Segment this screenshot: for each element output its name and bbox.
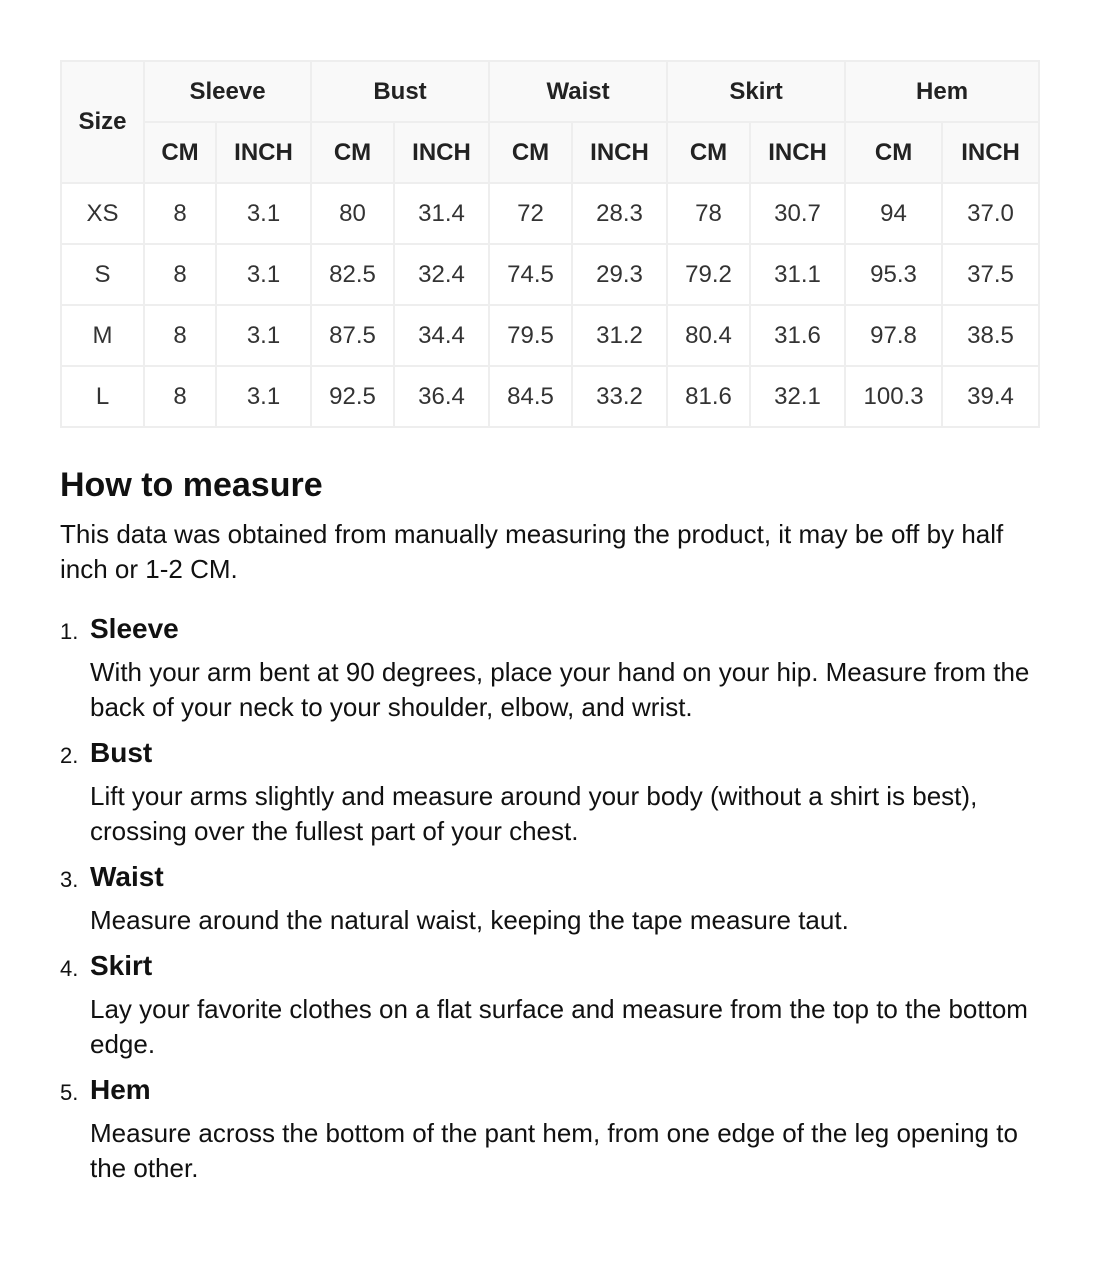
value-cell: 94	[844, 182, 944, 245]
value-cell: 95.3	[844, 243, 944, 306]
list-item: 5. Hem Measure across the bottom of the pa…	[60, 1074, 1040, 1186]
value-cell: 79.5	[488, 304, 574, 367]
value-cell: 8	[143, 365, 217, 428]
value-cell: 100.3	[844, 365, 944, 428]
unit-header: CM	[310, 121, 396, 184]
group-header: Hem	[844, 60, 1041, 123]
unit-header: CM	[666, 121, 752, 184]
value-cell: 3.1	[214, 243, 313, 306]
table-row: M 8 3.1 87.5 34.4 79.5 31.2 80.4 31.6 97.8 38.5	[60, 304, 1041, 367]
value-cell: 37.0	[941, 182, 1041, 245]
value-cell: 30.7	[749, 182, 847, 245]
value-cell: 8	[143, 243, 217, 306]
value-cell: 80.4	[666, 304, 752, 367]
value-cell: 79.2	[666, 243, 752, 306]
value-cell: 28.3	[571, 182, 669, 245]
value-cell: 78	[666, 182, 752, 245]
value-cell: 38.5	[941, 304, 1041, 367]
table-row: XS 8 3.1 80 31.4 72 28.3 78 30.7 94 37.0	[60, 182, 1041, 245]
size-cell: M	[60, 304, 145, 367]
value-cell: 3.1	[214, 304, 313, 367]
value-cell: 8	[143, 182, 217, 245]
value-cell: 81.6	[666, 365, 752, 428]
value-cell: 34.4	[393, 304, 491, 367]
value-cell: 84.5	[488, 365, 574, 428]
item-title: Sleeve	[90, 613, 179, 644]
unit-header: INCH	[749, 121, 847, 184]
unit-header: INCH	[214, 121, 313, 184]
unit-header: INCH	[393, 121, 491, 184]
group-header: Bust	[310, 60, 491, 123]
item-title: Bust	[90, 737, 153, 768]
item-number: 3.	[60, 867, 79, 892]
list-item: 3. Waist Measure around the natural waist,…	[60, 861, 1040, 938]
value-cell: 31.1	[749, 243, 847, 306]
header-row: Size Sleeve Bust Waist Skirt Hem	[60, 60, 1041, 184]
size-guide: Size Sleeve Bust Waist Skirt Hem CM INCH CM INCH C…	[60, 60, 1041, 1198]
value-cell: 32.1	[749, 365, 847, 428]
group-header: Skirt	[666, 60, 847, 123]
size-cell: L	[60, 365, 145, 428]
value-cell: 37.5	[941, 243, 1041, 306]
group-header: Sleeve	[142, 60, 313, 123]
value-cell: 80	[310, 182, 396, 245]
value-cell: 92.5	[310, 365, 396, 428]
value-cell: 74.5	[488, 243, 574, 306]
item-description: Measure around the natural waist, keepin…	[90, 905, 849, 935]
value-cell: 31.4	[393, 182, 491, 245]
item-description: Lift your arms slightly and measure arou…	[90, 781, 978, 846]
table-row: S 8 3.1 82.5 32.4 74.5 29.3 79.2 31.1 95.3 37.5	[60, 243, 1041, 306]
value-cell: 97.8	[844, 304, 944, 367]
intro-text: This data was obtained from manually mea…	[60, 519, 1004, 584]
unit-header: INCH	[941, 121, 1041, 184]
list-item: 4. Skirt Lay your favorite clothes on a fl…	[60, 950, 1040, 1062]
value-cell: 32.4	[393, 243, 491, 306]
size-header: Size	[60, 60, 145, 184]
item-number: 1.	[60, 619, 79, 644]
value-cell: 72	[488, 182, 574, 245]
unit-header: CM	[143, 121, 217, 184]
value-cell: 3.1	[214, 182, 313, 245]
item-number: 4.	[60, 956, 79, 981]
list-item: 2. Bust Lift your arms slightly and measur…	[60, 737, 1040, 849]
size-chart-table: Size Sleeve Bust Waist Skirt Hem CM INCH CM INCH C…	[60, 60, 1041, 428]
value-cell: 8	[143, 304, 217, 367]
unit-header: CM	[488, 121, 574, 184]
item-description: Lay your favorite clothes on a flat surf…	[90, 994, 1028, 1059]
item-number: 2.	[60, 743, 79, 768]
size-cell: S	[60, 243, 145, 306]
item-title: Hem	[90, 1074, 151, 1105]
value-cell: 39.4	[941, 365, 1041, 428]
item-description: With your arm bent at 90 degrees, place …	[90, 657, 1030, 722]
measure-list: 1. Sleeve With your arm bent at 90 degrees…	[60, 613, 1040, 1186]
table-row: L 8 3.1 92.5 36.4 84.5 33.2 81.6 32.1 100.3 39.4	[60, 365, 1041, 428]
value-cell: 3.1	[214, 365, 313, 428]
size-cell: XS	[60, 182, 145, 245]
item-title: Waist	[90, 861, 164, 892]
value-cell: 82.5	[310, 243, 396, 306]
list-item: 1. Sleeve With your arm bent at 90 degrees…	[60, 613, 1040, 725]
item-number: 5.	[60, 1080, 79, 1105]
value-cell: 31.6	[749, 304, 847, 367]
unit-header: INCH	[571, 121, 669, 184]
group-header: Waist	[488, 60, 669, 123]
value-cell: 33.2	[571, 365, 669, 428]
unit-header: CM	[844, 121, 944, 184]
value-cell: 87.5	[310, 304, 396, 367]
value-cell: 31.2	[571, 304, 669, 367]
value-cell: 36.4	[393, 365, 491, 428]
item-title: Skirt	[90, 950, 153, 981]
value-cell: 29.3	[571, 243, 669, 306]
item-description: Measure across the bottom of the pant he…	[90, 1118, 1018, 1183]
unit-header-row: CM INCH CM INCH CM INCH CM INCH CM INCH	[61, 121, 1041, 184]
section-title: How to measure	[60, 466, 323, 504]
